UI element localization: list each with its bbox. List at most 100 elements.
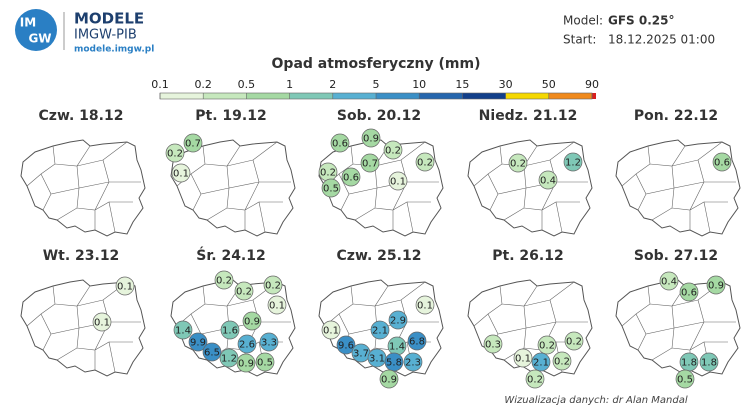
panel-date: Sob. 20.12 xyxy=(337,108,421,124)
map: 0.9 0.6 0.2 0.2 0.7 0.2 0.6 0.1 0.5 xyxy=(318,128,444,237)
precip-value: 0.2 xyxy=(510,159,526,170)
precip-marker xyxy=(183,133,203,153)
precip-marker xyxy=(220,320,240,340)
precip-marker xyxy=(255,352,275,372)
brand: MODELE xyxy=(74,10,144,28)
precip-marker xyxy=(171,163,191,183)
precip-marker xyxy=(564,331,584,351)
precip-value: 0.5 xyxy=(323,184,339,195)
precip-value: 0.6 xyxy=(681,288,697,299)
precip-value: 0.2 xyxy=(320,168,336,179)
precip-value: 0.1 xyxy=(94,318,110,329)
precip-value: 0.2 xyxy=(385,146,401,157)
precip-marker xyxy=(173,320,193,340)
precip-value: 1.2 xyxy=(565,158,581,169)
precip-marker xyxy=(370,320,390,340)
precip-marker xyxy=(415,152,435,172)
precip-marker xyxy=(341,167,361,187)
precip-marker xyxy=(263,275,283,295)
legend-swatch xyxy=(160,93,204,99)
logo-text: GW xyxy=(28,32,51,46)
precip-value: 0.9 xyxy=(238,359,254,370)
precip-marker xyxy=(525,369,545,389)
legend-swatch xyxy=(376,93,420,99)
precip-value: 1.8 xyxy=(701,358,717,369)
precip-value: 1.8 xyxy=(681,358,697,369)
precip-value: 0.2 xyxy=(527,375,543,386)
map: 0.6 xyxy=(615,139,741,237)
precip-value: 0.9 xyxy=(708,281,724,292)
precip-marker xyxy=(675,369,695,389)
legend-swatch xyxy=(289,93,333,99)
precip-value: 0.7 xyxy=(362,159,378,170)
precip-value: 0.9 xyxy=(381,375,397,386)
precip-value: 6.5 xyxy=(204,348,220,359)
panel-date: Pon. 22.12 xyxy=(634,108,718,124)
precip-value: 0.1 xyxy=(390,177,406,188)
model-label: Model: xyxy=(563,14,603,28)
legend-tick-label: 10 xyxy=(412,78,426,91)
map: 0.2 1.2 0.4 xyxy=(467,139,593,237)
org: IMGW-PIB xyxy=(74,28,137,43)
precip-value: 0.1 xyxy=(417,301,433,312)
precip-marker xyxy=(706,275,726,295)
precip-value: 0.6 xyxy=(714,158,730,169)
precip-marker xyxy=(361,128,381,148)
precip-value: 0.1 xyxy=(515,354,531,365)
precip-value: 0.2 xyxy=(236,287,252,298)
legend-swatch xyxy=(203,93,247,99)
panel-date: Pt. 19.12 xyxy=(195,108,266,124)
legend-tick-label: 50 xyxy=(542,78,556,91)
precip-value: 0.1 xyxy=(173,169,189,180)
map: 0.4 0.6 0.9 1.8 1.8 0.5 xyxy=(615,271,741,389)
precip-marker xyxy=(379,369,399,389)
precip-marker xyxy=(234,281,254,301)
panel-date: Pt. 26.12 xyxy=(492,248,563,264)
model: GFS 0.25° xyxy=(608,14,674,28)
legend-tick-label: 1 xyxy=(286,78,293,91)
precip-value: 0.9 xyxy=(244,317,260,328)
precip-marker xyxy=(321,320,341,340)
panel-date: Czw. 18.12 xyxy=(39,108,124,124)
precip-marker xyxy=(537,335,557,355)
legend-swatch xyxy=(505,93,549,99)
precip-marker xyxy=(360,153,380,173)
precip-marker xyxy=(679,282,699,302)
legend-tick-label: 15 xyxy=(455,78,469,91)
precip-value: 3.3 xyxy=(261,338,277,349)
precip-value: 1.2 xyxy=(221,354,237,365)
precip-marker xyxy=(336,335,356,355)
precip-value: 0.1 xyxy=(117,282,133,293)
precip-value: 0.4 xyxy=(540,176,556,187)
precip-value: 0.9 xyxy=(363,134,379,145)
precip-value: 1.4 xyxy=(175,326,191,337)
legend-swatch xyxy=(419,93,463,99)
precip-marker xyxy=(712,152,732,172)
precip-marker xyxy=(403,352,423,372)
legend-tick-label: 0.2 xyxy=(194,78,212,91)
precip-value: 0.2 xyxy=(265,281,281,292)
precip-marker xyxy=(388,310,408,330)
legend-title: Opad atmosferyczny (mm) xyxy=(272,56,481,72)
start-label: Start: xyxy=(563,33,596,47)
precip-marker xyxy=(407,331,427,351)
precip-marker xyxy=(415,295,435,315)
precip-marker xyxy=(538,170,558,190)
precip-marker xyxy=(508,153,528,173)
precip-value: 0.2 xyxy=(566,337,582,348)
precip-value: 2.1 xyxy=(533,358,549,369)
precip-marker xyxy=(699,352,719,372)
precip-value: 2.3 xyxy=(405,358,421,369)
precip-value: 6.8 xyxy=(409,337,425,348)
legend-tick-label: 30 xyxy=(499,78,513,91)
legend-swatch xyxy=(332,93,376,99)
precip-value: 0.3 xyxy=(485,340,501,351)
panel-date: Śr. 24.12 xyxy=(196,246,265,264)
url: modele.imgw.pl xyxy=(74,45,154,55)
map: 0.20.20.20.10.91.4 1.69.9 2.6 3.36.51.2 0.9 0… xyxy=(170,270,296,377)
precip-marker xyxy=(388,171,408,191)
precip-value: 2.6 xyxy=(239,340,255,351)
precip-marker xyxy=(214,270,234,290)
precip-marker xyxy=(237,334,257,354)
